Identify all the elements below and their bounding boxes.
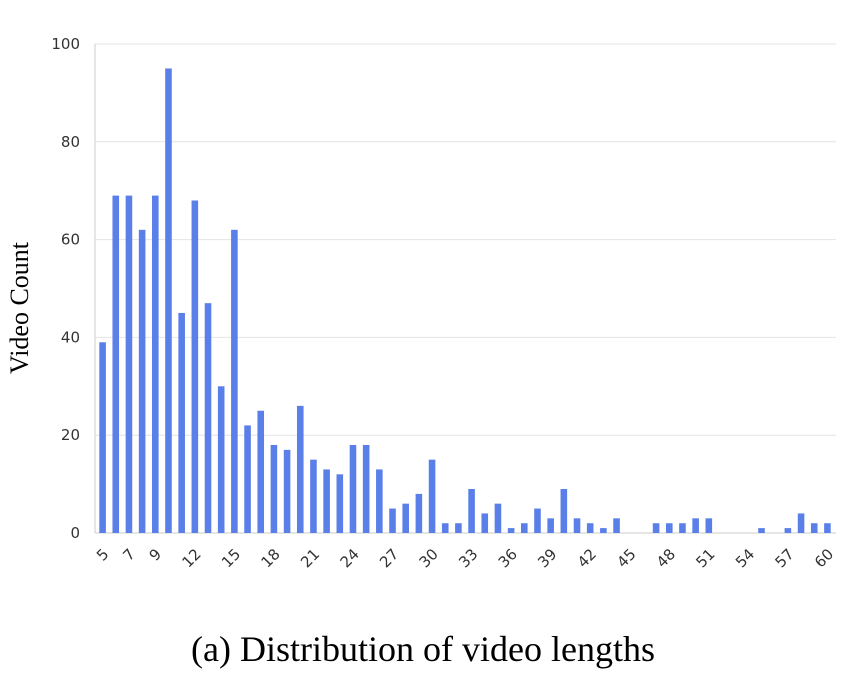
bar: [165, 68, 172, 533]
bar: [797, 513, 805, 533]
bar: [428, 459, 436, 533]
y-tick-label: 20: [61, 426, 80, 444]
x-tick-label: 12: [178, 545, 204, 571]
x-tick-label: 21: [297, 545, 323, 571]
bar: [349, 444, 357, 533]
bar: [415, 493, 423, 533]
x-tick-label: 33: [455, 545, 481, 571]
x-tick-label: 57: [771, 545, 797, 571]
bar: [784, 528, 792, 533]
figure-caption: (a) Distribution of video lengths: [191, 629, 655, 669]
bar: [705, 518, 713, 533]
bar: [389, 508, 396, 533]
bar: [586, 523, 594, 533]
bar: [376, 469, 383, 533]
bar: [125, 195, 133, 533]
bar: [692, 518, 699, 533]
bar: [507, 528, 515, 533]
bar: [613, 518, 620, 533]
bar: [178, 312, 185, 533]
bar: [560, 488, 568, 533]
y-axis-label: Video Count: [5, 241, 34, 374]
bar: [758, 528, 765, 533]
bar: [665, 523, 673, 533]
bar: [283, 449, 291, 533]
x-axis-ticks: 5 7 9 12 15 18 21 24 27 30 33 36 39 42 45 48 51 54 57 60: [93, 545, 837, 571]
bar: [652, 523, 660, 533]
bar: [231, 229, 238, 533]
bar: [310, 459, 317, 533]
bar: [547, 518, 554, 533]
bar: [191, 200, 199, 534]
bars: [99, 68, 831, 534]
y-tick-label: 80: [61, 133, 80, 151]
bar: [204, 303, 212, 533]
bar: [441, 523, 449, 533]
x-tick-label: 54: [732, 545, 758, 571]
bar: [270, 444, 278, 533]
bar: [217, 386, 225, 533]
x-tick-label: 42: [574, 545, 600, 571]
x-tick-label: 18: [258, 545, 284, 571]
bar: [810, 523, 818, 533]
y-axis-ticks: 0 20 40 60 80 100: [51, 35, 80, 542]
bar: [494, 503, 502, 533]
y-tick-label: 0: [70, 524, 80, 542]
bar: [481, 513, 489, 533]
bar: [362, 444, 370, 533]
bar: [455, 523, 462, 533]
x-tick-label: 48: [653, 545, 679, 571]
x-tick-label: 24: [337, 545, 363, 571]
y-tick-label: 100: [51, 35, 80, 53]
bar: [244, 425, 251, 533]
x-tick-label: 5: [93, 545, 112, 564]
y-tick-label: 60: [61, 231, 80, 249]
x-tick-label: 60: [811, 545, 837, 571]
bar: [296, 405, 304, 533]
bar: [99, 342, 106, 533]
bar: [112, 195, 120, 533]
bar: [257, 410, 265, 533]
bar: [152, 195, 159, 533]
bar: [468, 488, 475, 533]
bar: [824, 523, 831, 533]
x-tick-label: 51: [692, 545, 718, 571]
bar: [402, 503, 409, 533]
bar: [534, 508, 541, 533]
x-tick-label: 36: [495, 545, 521, 571]
bar: [138, 229, 146, 533]
x-tick-label: 15: [218, 545, 244, 571]
bar: [600, 528, 607, 533]
x-tick-label: 30: [416, 545, 442, 571]
bar: [521, 523, 528, 533]
x-tick-label: 27: [376, 545, 402, 571]
bar: [323, 469, 330, 533]
bar: [573, 518, 581, 533]
bar: [336, 474, 344, 533]
y-tick-label: 40: [61, 328, 80, 346]
x-tick-label: 9: [146, 545, 165, 564]
x-tick-label: 39: [534, 545, 560, 571]
bar: [679, 523, 686, 533]
x-tick-label: 45: [613, 545, 639, 571]
x-tick-label: 7: [119, 545, 138, 564]
